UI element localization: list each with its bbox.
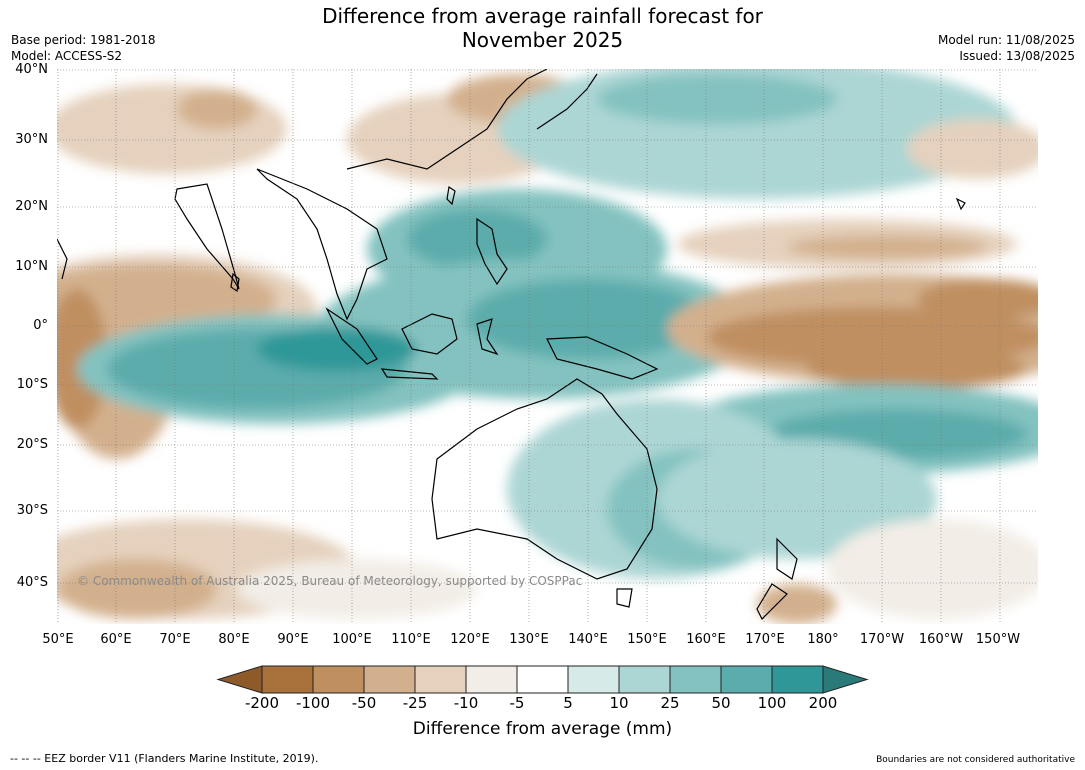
title-line-1: Difference from average rainfall forecas…	[322, 4, 763, 28]
colorbar-segment	[567, 665, 620, 694]
colorbar-segment	[720, 665, 773, 694]
lon-label: 110°E	[391, 632, 431, 647]
eez-legend-note: -- -- -- EEZ border V11 (Flanders Marine…	[10, 752, 319, 765]
base-period: Base period: 1981-2018	[11, 33, 156, 47]
lon-label: 180°	[807, 632, 839, 647]
lon-label: 170°W	[859, 632, 905, 647]
lon-label: 170°E	[745, 632, 785, 647]
colorbar-tick-label: 10	[609, 694, 629, 712]
colorbar-tick-label: -10	[453, 694, 479, 712]
colorbar-tick-label: 100	[757, 694, 787, 712]
lat-label: 10°N	[15, 259, 48, 274]
lon-label: 150°W	[975, 632, 1021, 647]
colorbar-tick-label: -5	[509, 694, 525, 712]
model-run: Model run: 11/08/2025	[937, 33, 1075, 47]
model-name: Model: ACCESS-S2	[11, 49, 123, 63]
colorbar-segment	[261, 665, 314, 694]
colorbar-tick-label: 200	[808, 694, 838, 712]
lon-label: 120°E	[450, 632, 490, 647]
colorbar-segment	[669, 665, 722, 694]
colorbar-title: Difference from average (mm)	[412, 719, 673, 739]
colorbar-segment	[618, 665, 671, 694]
boundaries-disclaimer: Boundaries are not considered authoritat…	[876, 755, 1075, 765]
model-info: Base period: 1981-2018 Model: ACCESS-S2	[11, 32, 156, 64]
colorbar-tick-label: -50	[351, 694, 377, 712]
colorbar	[216, 665, 869, 694]
colorbar-tick-label: 50	[711, 694, 731, 712]
colorbar-tick-label: -25	[402, 694, 428, 712]
colorbar-segment	[363, 665, 416, 694]
lat-label: 20°N	[15, 199, 48, 214]
lat-label: 30°N	[15, 132, 48, 147]
run-info: Model run: 11/08/2025 Issued: 13/08/2025	[938, 32, 1075, 64]
colorbar-tick-label: 25	[660, 694, 680, 712]
lon-label: 80°E	[218, 632, 250, 647]
graticule	[57, 69, 1038, 624]
lon-label: 100°E	[332, 632, 372, 647]
colorbar-segment	[465, 665, 518, 694]
colorbar-over-arrow	[822, 665, 869, 694]
colorbar-tick-label: 5	[563, 694, 573, 712]
lon-label: 160°W	[918, 632, 964, 647]
colorbar-tick-label: -200	[244, 694, 280, 712]
lat-label: 30°S	[16, 503, 48, 518]
colorbar-segment	[312, 665, 365, 694]
colorbar-tick-label: -100	[295, 694, 331, 712]
colorbar-segment	[771, 665, 824, 694]
lon-label: 90°E	[277, 632, 309, 647]
map-title: Difference from average rainfall forecas…	[0, 4, 1085, 52]
lat-label: 40°N	[15, 62, 48, 77]
lon-label: 160°E	[686, 632, 726, 647]
lat-label: 0°	[33, 318, 48, 333]
copyright-notice: © Commonwealth of Australia 2025, Bureau…	[77, 574, 583, 588]
rainfall-map	[57, 69, 1038, 624]
lat-label: 40°S	[16, 575, 48, 590]
lat-label: 10°S	[16, 377, 48, 392]
lat-label: 20°S	[16, 437, 48, 452]
lon-label: 60°E	[100, 632, 132, 647]
colorbar-segment	[414, 665, 467, 694]
lon-label: 150°E	[627, 632, 667, 647]
colorbar-under-arrow	[216, 665, 263, 694]
lon-label: 140°E	[568, 632, 608, 647]
lon-label: 50°E	[42, 632, 74, 647]
lon-label: 130°E	[509, 632, 549, 647]
issued-date: Issued: 13/08/2025	[959, 49, 1075, 63]
map-canvas	[57, 69, 1038, 624]
anomaly-shading	[57, 69, 1038, 624]
title-line-2: November 2025	[461, 28, 624, 52]
colorbar-segment	[516, 665, 569, 694]
lon-label: 70°E	[159, 632, 191, 647]
